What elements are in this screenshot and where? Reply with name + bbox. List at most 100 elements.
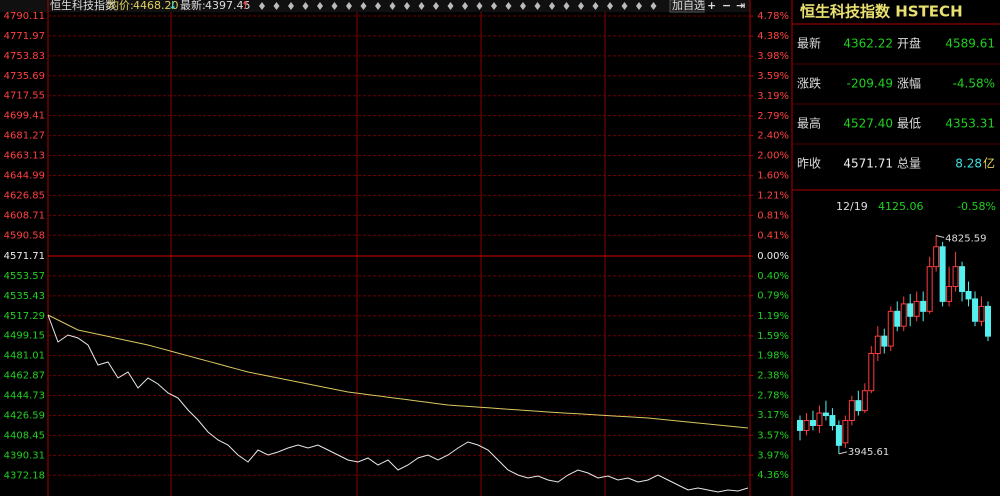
toolbar-icon [273,2,280,10]
panel-title: 恒生科技指数 HSTECH [800,3,963,21]
y2-tick-label: 3.57% [757,430,789,441]
quote-value: -4.58% [953,77,995,91]
high-label: 4825.59 [945,234,986,245]
y2-tick-label: 3.19% [757,91,789,102]
toolbar-icon [418,2,425,10]
candle-body [822,412,829,417]
candle-body [809,420,816,426]
toolbar-icon [534,2,541,10]
last-label: 最新: [180,0,206,12]
toolbar-icon [650,2,657,10]
y-tick-label: 4372.18 [4,470,45,481]
candle-body [933,246,940,268]
quote-value: 4527.40 [843,117,893,131]
toolbar-icon [346,2,352,10]
y2-tick-label: 0.40% [757,271,789,282]
y-tick-label: 4790.11 [4,11,45,22]
y2-tick-label: 3.17% [757,410,789,421]
avg-label: 均价: [108,0,134,12]
y-tick-label: 4771.97 [4,31,45,42]
add-button-label[interactable]: 加自选 [672,0,705,12]
y2-tick-label: 1.60% [757,171,789,182]
quote-label: 最高 [797,116,821,131]
candle-body [978,305,985,322]
y-tick-label: 4426.59 [4,410,45,421]
y2-tick-label: 0.00% [757,251,789,262]
y-tick-label: 4390.31 [4,450,45,461]
candle-body [887,310,894,347]
candle-body [816,412,823,426]
quote-value: -209.49 [847,77,893,91]
toolbar-icon [476,2,483,10]
toolbar-icon [563,2,570,10]
toolbar-icon [389,2,396,10]
toolbar-icon [462,2,468,10]
y-tick-label: 4681.27 [4,131,45,142]
zoom-out[interactable]: − [722,0,731,12]
y-tick-label: 4644.99 [4,170,45,181]
y2-tick-label: 4.78% [757,11,789,22]
low-label: 3945.61 [848,447,889,458]
candle-body [803,420,810,431]
toolbar-icon [404,2,410,10]
quote-label: 总量 [897,157,921,171]
candle-body [894,310,901,327]
quote-value: 4362.22 [843,37,893,51]
price-line [47,314,749,493]
toolbar-icon [259,2,265,10]
y2-tick-label: 2.38% [757,371,789,382]
toolbar-icon [592,2,599,10]
candle-body [946,286,953,302]
add-button[interactable] [669,0,705,13]
expand[interactable]: ⇥ [736,0,745,12]
y-tick-label: 4626.85 [4,190,45,201]
y-tick-label: 4663.13 [4,151,45,162]
candle-body [881,335,888,347]
y-tick-label: 4571.71 [4,251,45,262]
quote-unit: 亿 [983,156,995,171]
candle-body [913,300,920,317]
y-tick-label: 4517.29 [4,311,45,322]
quote-value: 4353.31 [945,117,995,131]
y-tick-label: 4444.73 [4,391,45,402]
y2-tick-label: 4.36% [757,470,789,481]
y2-tick-label: 0.41% [757,230,789,241]
toolbar-icon [447,2,454,10]
candle-body [959,266,966,292]
candle-body [842,420,849,444]
toolbar-icon [317,2,323,10]
last-value: 4397.45 [205,0,251,12]
mini-date: 12/19 [836,200,868,213]
quote-label: 最新 [797,36,821,51]
candle-body [829,415,836,426]
y-tick-label: 4535.43 [4,291,45,302]
y2-tick-label: 1.98% [757,350,789,361]
quote-value: 4571.71 [843,157,893,171]
y-tick-label: 4462.87 [4,371,45,382]
y-tick-label: 4499.15 [4,331,45,342]
y-tick-label: 4408.45 [4,430,45,441]
toolbar-icon [331,2,338,10]
y2-tick-label: 2.79% [757,111,789,122]
y2-tick-label: 0.81% [757,210,789,221]
candle-body [855,400,862,412]
candle-body [985,305,991,337]
quote-value: 8.28 [955,157,982,171]
candle-body [874,335,881,355]
zoom-in[interactable]: + [707,0,716,12]
y2-tick-label: 3.59% [757,71,789,82]
y-tick-label: 4608.71 [4,210,45,221]
toolbar-icon [505,2,512,10]
avg-arrow: ↓ [168,0,177,12]
high-pointer [936,235,945,238]
toolbar-icon [636,2,642,10]
candle-body [972,298,979,322]
toolbar-icons [259,2,657,10]
quote-label: 涨跌 [797,76,821,91]
y2-tick-label: 1.59% [757,331,789,342]
mini-price: 4125.06 [878,200,924,213]
toolbar-icon [549,2,555,10]
y2-tick-label: 4.38% [757,31,789,42]
candle-body [965,290,972,300]
